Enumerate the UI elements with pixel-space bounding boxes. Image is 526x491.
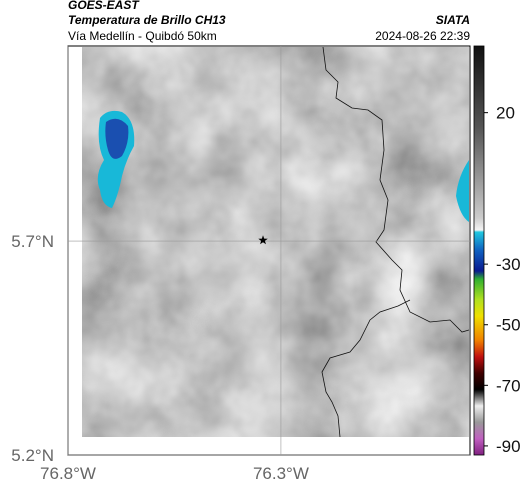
boundary [322,47,469,333]
x-tick-label: 76.8°W [40,464,96,483]
y-tick-label: 5.2°N [11,446,54,465]
colorbar-label: -90 [496,437,521,456]
satellite-image [82,47,469,437]
title: Temperatura de Brillo CH13 [68,13,226,27]
y-tick-label: 5.7°N [11,232,54,251]
agency: SIATA [436,13,470,27]
brightness-field [82,47,469,437]
colorbar [473,45,485,456]
boundary [321,299,411,437]
timestamp: 2024-08-26 22:39 [375,29,470,43]
cold-cloud [105,118,129,159]
colorbar-label: -30 [496,255,521,274]
colorbar-label: 20 [496,104,515,123]
location-marker [258,235,268,245]
subtitle: Vía Medellín - Quibdó 50km [68,29,217,43]
colorbar-label: -50 [496,316,521,335]
colorbar-label: -70 [496,376,521,395]
source: GOES-EAST [68,0,140,12]
cold-cloud [456,160,469,222]
x-tick-label: 76.3°W [253,464,309,483]
